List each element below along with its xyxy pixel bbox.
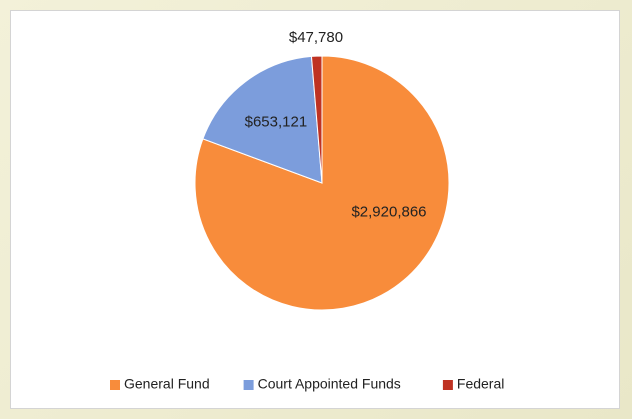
legend-swatch [442,380,453,390]
pie-slice [310,55,323,184]
data-label: $47,780 [289,29,343,46]
legend-swatch [243,380,254,390]
legend-label: Federal [457,376,504,392]
data-label: $653,121 [245,113,308,130]
pie-slice [194,55,450,311]
pie-slice [202,55,323,184]
legend-swatch [110,380,120,390]
data-label: $2,920,866 [351,204,426,221]
legend-label: General Fund [124,376,210,392]
legend-label: Court Appointed Funds [258,376,401,392]
